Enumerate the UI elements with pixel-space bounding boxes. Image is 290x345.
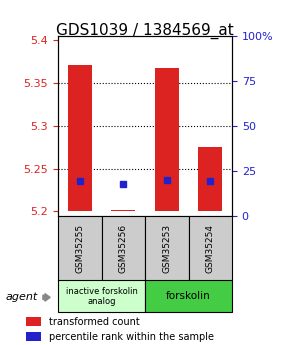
- Bar: [145, 280, 232, 312]
- Bar: [111, 210, 135, 211]
- Bar: [145, 216, 188, 281]
- Text: forskolin: forskolin: [166, 292, 211, 301]
- Bar: [68, 65, 92, 211]
- Bar: [188, 216, 232, 281]
- Bar: [198, 147, 222, 211]
- Bar: [58, 216, 102, 281]
- Text: inactive forskolin
analog: inactive forskolin analog: [66, 287, 137, 306]
- Text: GSM35254: GSM35254: [206, 224, 215, 273]
- Text: GDS1039 / 1384569_at: GDS1039 / 1384569_at: [56, 22, 234, 39]
- Text: agent: agent: [6, 293, 38, 302]
- Bar: [58, 280, 145, 312]
- Bar: [155, 68, 179, 211]
- Text: GSM35256: GSM35256: [119, 224, 128, 273]
- Text: GSM35255: GSM35255: [75, 224, 84, 273]
- Text: transformed count: transformed count: [49, 317, 140, 327]
- Bar: [26, 332, 41, 341]
- Bar: [26, 317, 41, 326]
- Text: GSM35253: GSM35253: [162, 224, 171, 273]
- Bar: [102, 216, 145, 281]
- Text: percentile rank within the sample: percentile rank within the sample: [49, 332, 214, 342]
